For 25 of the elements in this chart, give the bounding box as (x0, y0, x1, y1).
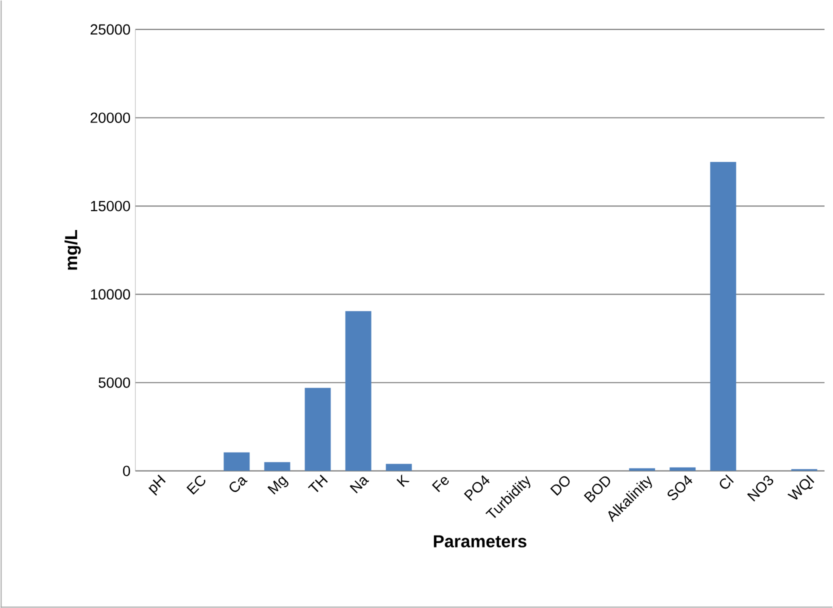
x-tick-label: pH (148, 474, 166, 496)
x-tick-label: Cl (720, 474, 734, 489)
x-tick-label: EC (186, 476, 206, 494)
y-tick-label: 25000 (90, 24, 130, 35)
x-axis-title: Parameters (434, 535, 526, 548)
x-tick-label: Mg (267, 476, 288, 494)
x-tick-label: Na (350, 477, 370, 494)
y-tick-label: 5000 (98, 377, 130, 388)
bar (304, 388, 331, 471)
y-tick-label: 10000 (91, 289, 130, 300)
bar (345, 310, 372, 471)
y-tick-label: 0 (123, 466, 130, 476)
x-tick-label: TH (308, 474, 328, 492)
bar (264, 462, 290, 471)
y-tick-label: 20000 (90, 112, 130, 123)
y-tick-label: 15000 (91, 200, 130, 212)
x-tick-label: K (396, 474, 410, 487)
y-axis-title: mg/L (64, 230, 81, 270)
bar (386, 464, 412, 471)
x-tick-label: Fe (432, 477, 449, 492)
bar (224, 452, 250, 471)
x-tick-label: WQI (787, 474, 814, 500)
bar (710, 162, 736, 471)
x-tick-label: Ca (230, 477, 248, 492)
x-tick-label: DO (550, 476, 570, 496)
